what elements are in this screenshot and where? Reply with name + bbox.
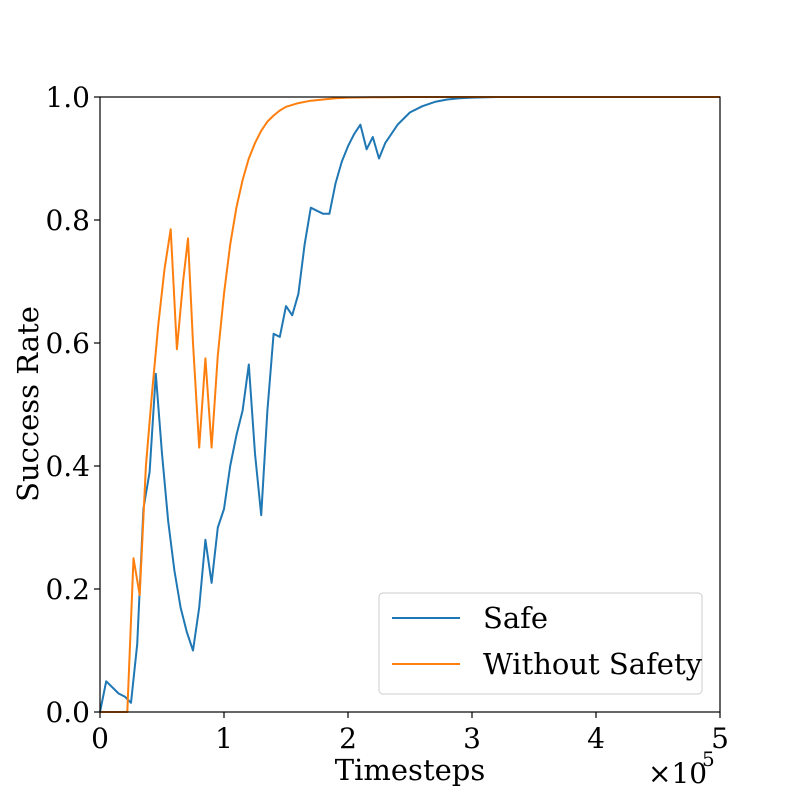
y-axis-ticks: 0.0 0.2 0.4 0.6 0.8 1.0 — [45, 81, 100, 729]
x-tick-label: 2 — [339, 722, 357, 755]
x-tick-label: 0 — [91, 722, 109, 755]
x-axis-label: Timesteps — [335, 753, 485, 787]
y-tick-label: 0.0 — [45, 696, 90, 729]
plot-frame — [99, 96, 721, 713]
legend-label-safe: Safe — [483, 601, 548, 635]
x-axis-multiplier: ×10 5 — [648, 747, 715, 790]
y-tick-label: 1.0 — [45, 81, 90, 114]
y-tick-label: 0.4 — [45, 450, 90, 483]
x-tick-label: 5 — [711, 722, 729, 755]
x-tick-label: 4 — [587, 722, 605, 755]
legend-label-without-safety: Without Safety — [483, 647, 703, 681]
x-tick-label: 1 — [215, 722, 233, 755]
y-tick-label: 0.2 — [45, 573, 90, 606]
x-tick-label: 3 — [463, 722, 481, 755]
y-axis-label: Success Rate — [11, 306, 45, 502]
series-line-safe — [99, 96, 720, 713]
y-tick-label: 0.6 — [45, 327, 90, 360]
x-multiplier-exponent: 5 — [702, 747, 715, 771]
legend: Safe Without Safety — [378, 592, 703, 695]
x-axis-ticks: 0 1 2 3 4 5 — [91, 712, 729, 755]
y-tick-label: 0.8 — [45, 204, 90, 237]
x-multiplier-text: ×10 — [648, 757, 707, 790]
